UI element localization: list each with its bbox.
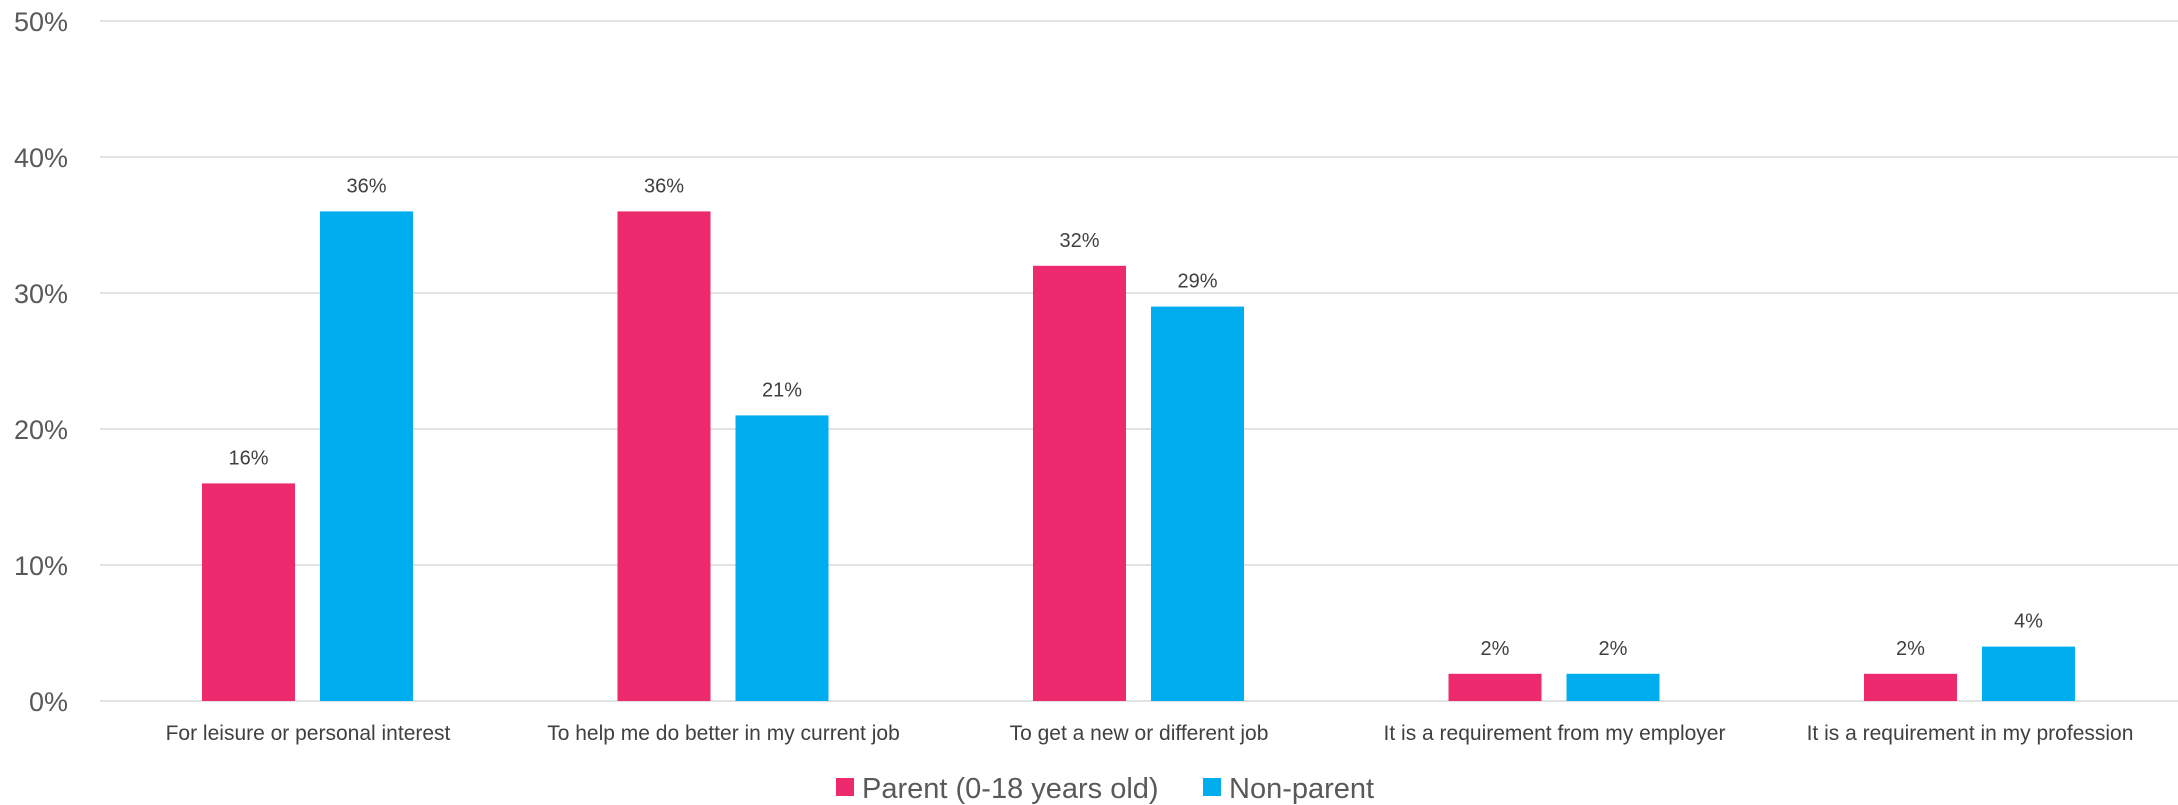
y-tick-label: 50% <box>14 7 68 37</box>
y-tick-label: 20% <box>14 415 68 445</box>
data-label: 29% <box>1177 271 1217 293</box>
legend-label: Parent (0-18 years old) <box>862 773 1159 805</box>
bar-parent <box>1448 673 1542 701</box>
bar-parent <box>202 483 295 701</box>
x-tick-label: It is a requirement in my profession <box>1807 722 2134 745</box>
bar-non-parent <box>320 211 413 701</box>
gridlines <box>100 20 2178 702</box>
bar-parent <box>1033 265 1126 701</box>
data-label: 36% <box>644 175 684 197</box>
legend: Parent (0-18 years old) Non-parent <box>836 773 1374 805</box>
x-tick-label: To help me do better in my current job <box>547 722 900 745</box>
x-axis-ticks: For leisure or personal interest To help … <box>166 722 2134 745</box>
y-tick-label: 10% <box>14 551 68 581</box>
y-axis-ticks: 0% 10% 20% 30% 40% 50% <box>14 7 68 717</box>
x-tick-label: To get a new or different job <box>1010 722 1269 745</box>
bar-parent <box>617 211 711 701</box>
y-tick-label: 0% <box>29 687 68 717</box>
data-label: 2% <box>1481 638 1510 660</box>
bar-non-parent <box>1982 646 2075 701</box>
bar-non-parent <box>1566 673 1660 701</box>
bar-parent <box>1864 673 1957 701</box>
legend-label: Non-parent <box>1229 773 1374 805</box>
data-label: 2% <box>1896 638 1925 660</box>
data-label: 16% <box>228 447 268 469</box>
bars <box>202 211 2075 701</box>
x-tick-label: For leisure or personal interest <box>166 722 451 745</box>
legend-swatch <box>836 778 854 796</box>
y-tick-label: 30% <box>14 279 68 309</box>
data-labels: 16% 36% 32% 2% 2% 36% 21% 29% 2% 4% <box>228 175 2043 659</box>
y-tick-label: 40% <box>14 143 68 173</box>
data-label: 21% <box>762 379 802 401</box>
bar-non-parent <box>735 415 829 701</box>
data-label: 2% <box>1599 638 1628 660</box>
x-tick-label: It is a requirement from my employer <box>1384 722 1726 745</box>
data-label: 36% <box>346 175 386 197</box>
bar-non-parent <box>1151 306 1244 701</box>
data-label: 32% <box>1059 230 1099 252</box>
data-label: 4% <box>2014 611 2043 633</box>
legend-swatch <box>1203 778 1221 796</box>
